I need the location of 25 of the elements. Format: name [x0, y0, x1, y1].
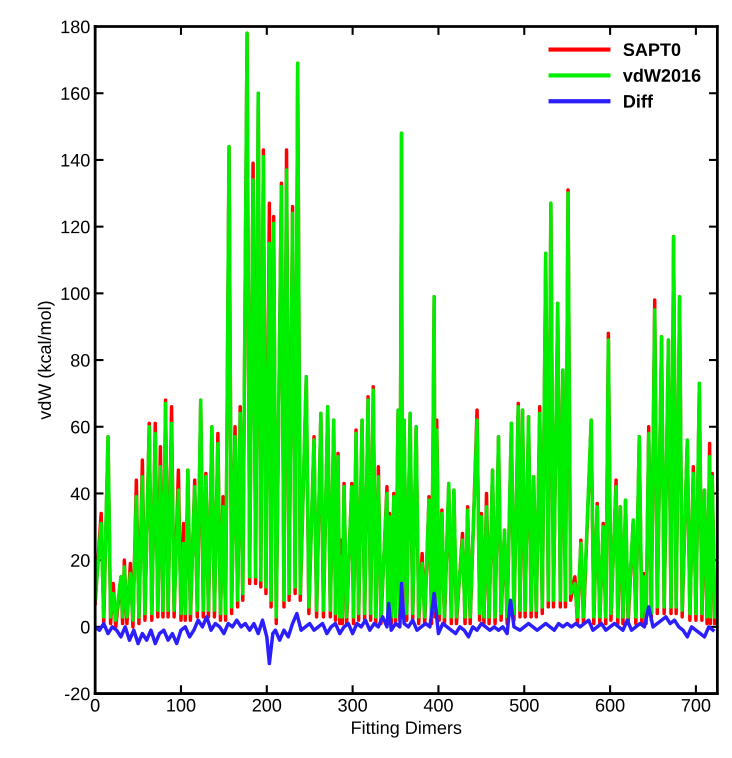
y-tick-label: 140 [62, 154, 90, 167]
y-tick-label: 20 [71, 554, 90, 567]
y-tick-label: 60 [71, 420, 90, 434]
y-axis-title: vdW (kcal/mol) [38, 301, 55, 420]
legend-label: Diff [624, 94, 653, 108]
y-tick-label: 100 [62, 287, 90, 300]
x-tick-label: 100 [167, 698, 196, 712]
x-tick-label: 300 [338, 698, 367, 712]
y-tick-label: 160 [62, 87, 90, 100]
y-tick-label: 40 [70, 487, 90, 500]
y-tick-label: 120 [62, 220, 90, 234]
y-tick-label: 180 [62, 20, 90, 34]
x-axis-title: Fitting Dimers [352, 720, 462, 738]
y-tick-label: -20 [65, 688, 90, 700]
y-tick-label: 80 [71, 354, 90, 367]
x-tick-label: 600 [596, 698, 624, 712]
x-tick-label: 400 [424, 698, 453, 712]
y-tick-label: 0 [80, 620, 90, 634]
x-tick-label: 0 [90, 698, 100, 712]
line-series [95, 582, 715, 666]
x-tick-label: 500 [510, 698, 539, 712]
x-tick-label: 700 [682, 698, 710, 712]
legend-label: vdW2016 [622, 68, 700, 82]
x-tick-label: 200 [252, 698, 282, 712]
legend-label: SAPT0 [623, 43, 680, 56]
